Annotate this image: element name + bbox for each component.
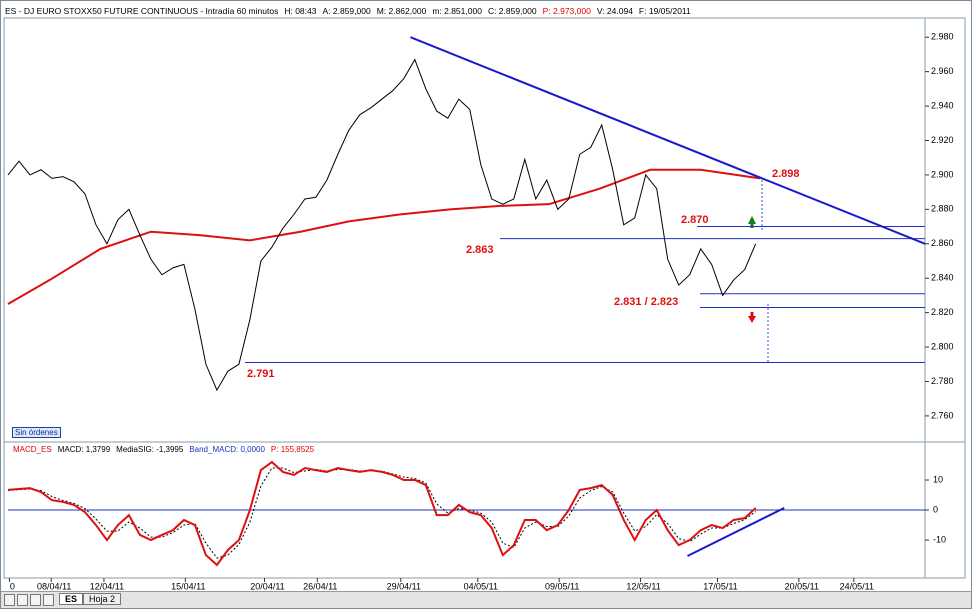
x-tick-label: 29/04/11 xyxy=(387,581,421,591)
nav-first[interactable] xyxy=(4,594,15,606)
x-tick-label: 20/05/11 xyxy=(785,581,819,591)
annotation: 2.863 xyxy=(466,244,494,256)
trendline xyxy=(410,36,926,245)
tab[interactable]: Hoja 2 xyxy=(83,593,122,605)
annotation: 2.791 xyxy=(247,368,275,380)
y-tick-label: 2.960 xyxy=(931,66,954,76)
y-tick-label: 2.900 xyxy=(931,169,954,179)
macd-pane xyxy=(3,441,966,579)
y-tick-label: 2.940 xyxy=(931,100,954,110)
annotation: 2.898 xyxy=(772,168,800,180)
header-field: m: 2.851,000 xyxy=(432,6,482,16)
header-field: M: 2.862,000 xyxy=(376,6,427,16)
header-field: MACD: 1,3799 xyxy=(57,445,111,454)
y-tick-label: 2.800 xyxy=(931,341,954,351)
header-field: V: 24.094 xyxy=(596,6,633,16)
y-tick-label: 2.840 xyxy=(931,273,954,283)
y-tick-label: 0 xyxy=(933,504,938,514)
arrow-up xyxy=(748,216,756,228)
header-field: C: 2.859,000 xyxy=(487,6,537,16)
x-tick-label: 08/04/11 xyxy=(37,581,71,591)
status-button[interactable]: Sin órdenes xyxy=(12,427,61,438)
y-tick-label: 2.880 xyxy=(931,204,954,214)
header: ES - DJ EURO STOXX50 FUTURE CONTINUOUS -… xyxy=(5,6,697,16)
y-tick-label: 2.780 xyxy=(931,376,954,386)
x-tick-label: 12/05/11 xyxy=(626,581,660,591)
signal-line xyxy=(7,467,756,559)
header-field: A: 2.859,000 xyxy=(322,6,371,16)
x-tick-label: 20/04/11 xyxy=(250,581,284,591)
y-tick-label: 2.920 xyxy=(931,135,954,145)
y-tick-label: 2.860 xyxy=(931,238,954,248)
x-tick-label: 04/05/11 xyxy=(464,581,498,591)
annotation: 2.831 / 2.823 xyxy=(614,296,678,308)
nav-last[interactable] xyxy=(43,594,54,606)
macd-header: MACD_ES MACD: 1,3799 MediaSIG: -1,3995 Band… xyxy=(13,445,320,454)
header-field: P: 155,8525 xyxy=(270,445,315,454)
header-field: MediaSIG: -1,3995 xyxy=(116,445,184,454)
x-tick-label: 15/04/11 xyxy=(171,581,205,591)
arrow-down xyxy=(748,312,756,323)
y-tick-label: 2.980 xyxy=(931,32,954,42)
header-field: P: 2.973,000 xyxy=(542,6,591,16)
tab-bar: ES Hoja 2 xyxy=(1,591,971,608)
y-tick-label: -10 xyxy=(933,534,946,544)
x-tick-label: 24/05/11 xyxy=(840,581,874,591)
y-tick-label: 10 xyxy=(933,474,943,484)
x-tick-label: 12/04/11 xyxy=(90,581,124,591)
header-field: MACD_ES xyxy=(13,445,52,454)
x-tick-label: 26/04/11 xyxy=(303,581,337,591)
y-tick-label: 2.820 xyxy=(931,307,954,317)
macd-line xyxy=(7,460,757,567)
moving-average xyxy=(7,168,761,305)
price-line xyxy=(7,58,757,392)
y-tick-label: 2.760 xyxy=(931,410,954,420)
trendline xyxy=(687,507,785,557)
nav-prev[interactable] xyxy=(17,594,28,606)
price-pane xyxy=(3,17,966,443)
header-field: F: 19/05/2011 xyxy=(638,6,691,16)
tab[interactable]: ES xyxy=(59,593,84,605)
header-field: H: 08:43 xyxy=(284,6,317,16)
header-field: ES - DJ EURO STOXX50 FUTURE CONTINUOUS -… xyxy=(5,6,279,16)
x-tick-label: 17/05/11 xyxy=(703,581,737,591)
nav-next[interactable] xyxy=(30,594,41,606)
x-tick-label: 0 xyxy=(10,581,15,591)
annotation: 2.870 xyxy=(681,214,709,226)
x-tick-label: 09/05/11 xyxy=(545,581,579,591)
header-field: Band_MACD: 0,0000 xyxy=(189,445,265,454)
